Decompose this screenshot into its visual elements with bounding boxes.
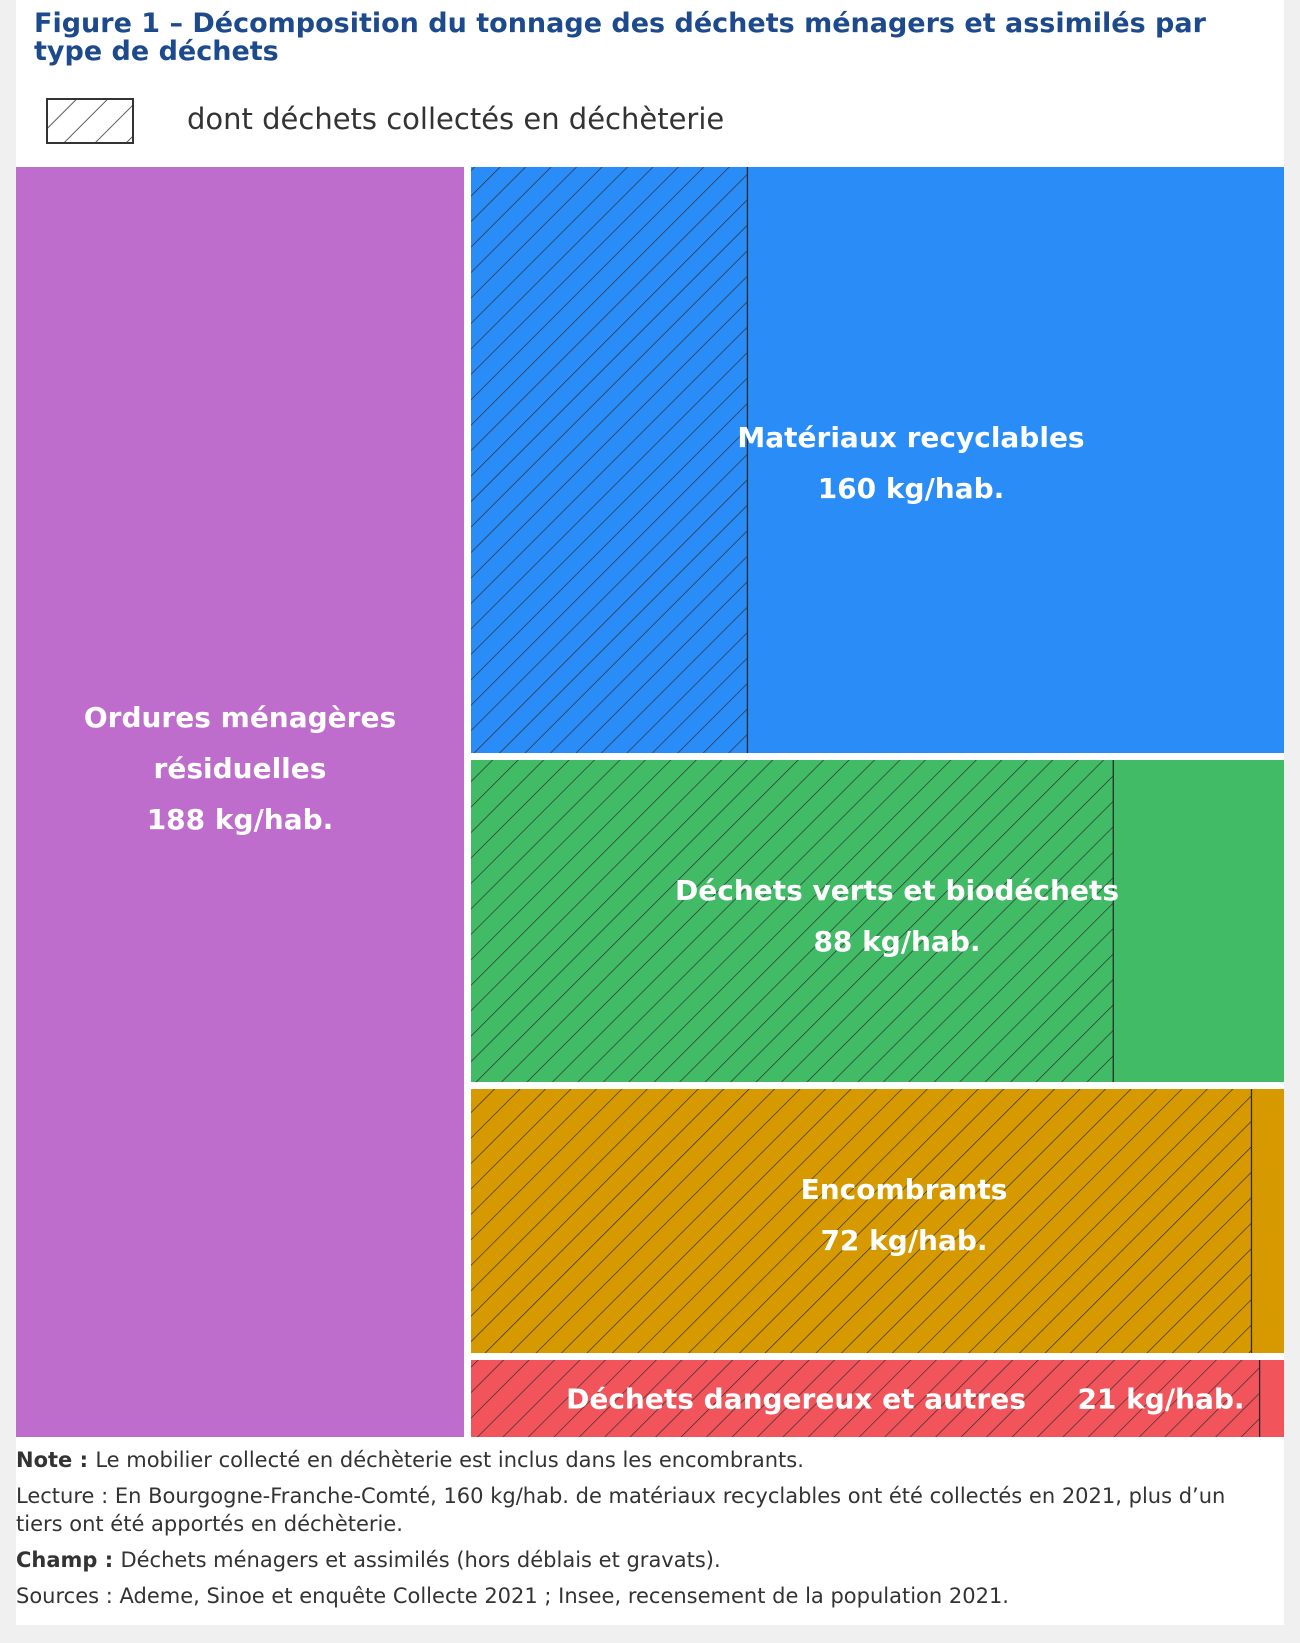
value-verts: 88 kg/hab. [813, 925, 980, 958]
hatch-dangereux [471, 1360, 1260, 1437]
note-text: Le mobilier collecté en déchèterie est i… [95, 1448, 804, 1472]
note-line: Note : Le mobilier collecté en déchèteri… [16, 1446, 1271, 1474]
value-recyclables: 160 kg/hab. [818, 472, 1005, 505]
label-ordures-line2: résiduelles [154, 752, 327, 785]
hatch-recyclables [471, 167, 748, 753]
label-ordures-line1: Ordures ménagères [84, 701, 396, 734]
champ-prefix: Champ : [16, 1548, 121, 1572]
sources-text: Ademe, Sinoe et enquête Collecte 2021 ; … [119, 1584, 1010, 1608]
treemap-chart: Ordures ménagères résiduelles 188 kg/hab. M… [16, 167, 1284, 1437]
label-verts: Déchets verts et biodéchets [675, 874, 1119, 907]
hatch-verts [471, 760, 1114, 1082]
tile-ordures [16, 167, 464, 1437]
label-recyclables: Matériaux recyclables [737, 421, 1084, 454]
hatch-encombrants [471, 1089, 1252, 1353]
sources-prefix: Sources : [16, 1584, 120, 1608]
champ-text: Déchets ménagers et assimilés (hors débl… [120, 1548, 721, 1572]
value-encombrants: 72 kg/hab. [820, 1224, 987, 1257]
figure-notes: Note : Le mobilier collecté en déchèteri… [16, 1446, 1271, 1618]
value-ordures: 188 kg/hab. [147, 803, 334, 836]
figure-panel: Figure 1 – Décomposition du tonnage des … [16, 0, 1284, 1625]
note-prefix: Note : [16, 1448, 96, 1472]
champ-line: Champ : Déchets ménagers et assimilés (h… [16, 1546, 1271, 1574]
lecture-line: Lecture : En Bourgogne-Franche-Comté, 16… [16, 1482, 1271, 1538]
figure-title: Figure 1 – Décomposition du tonnage des … [34, 8, 1206, 67]
lecture-prefix: Lecture : [16, 1484, 115, 1508]
lecture-text: En Bourgogne-Franche-Comté, 160 kg/hab. … [16, 1484, 1226, 1536]
label-encombrants: Encombrants [801, 1173, 1008, 1206]
legend-label: dont déchets collectés en déchèterie [187, 102, 725, 136]
value-dangereux: 21 kg/hab. [1077, 1383, 1244, 1416]
sources-line: Sources : Ademe, Sinoe et enquête Collec… [16, 1582, 1271, 1610]
label-dangereux: Déchets dangereux et autres [566, 1383, 1026, 1416]
legend-hatch-swatch [46, 98, 134, 144]
